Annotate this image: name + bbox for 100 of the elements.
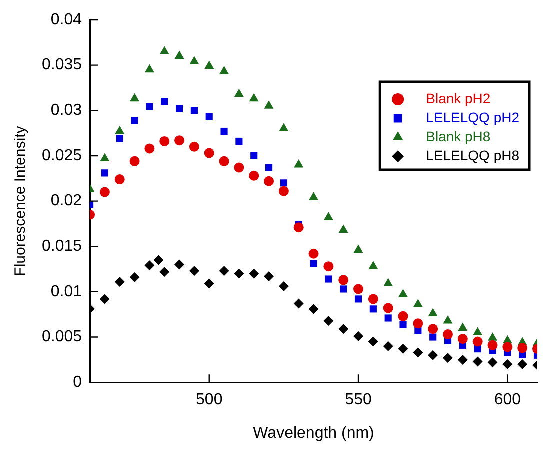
point	[383, 303, 394, 314]
point	[325, 276, 332, 283]
point	[234, 268, 244, 279]
point	[278, 282, 289, 292]
point	[160, 136, 170, 146]
point	[443, 330, 454, 340]
point	[473, 327, 483, 336]
x-tick-label: 550	[345, 392, 372, 409]
point	[502, 359, 513, 370]
legend-label: LELELQQ pH8	[426, 147, 520, 164]
point	[219, 156, 230, 166]
y-tick-label: 0.025	[42, 147, 82, 164]
point	[398, 344, 408, 354]
legend-label: Blank pH2	[426, 90, 491, 106]
y-tick-label: 0.01	[50, 283, 82, 300]
point	[116, 135, 124, 142]
point	[249, 268, 260, 279]
point	[430, 334, 437, 341]
point	[161, 98, 168, 106]
point	[204, 148, 214, 158]
point	[278, 186, 289, 196]
point	[114, 174, 125, 185]
point	[100, 294, 110, 304]
point	[472, 356, 483, 367]
point	[338, 224, 348, 234]
point	[100, 187, 110, 198]
point	[220, 128, 228, 136]
point	[354, 331, 364, 342]
legend-label: LELELQQ pH2	[426, 109, 520, 126]
point	[354, 244, 364, 253]
point	[428, 324, 438, 334]
point	[324, 262, 334, 272]
point	[354, 284, 364, 294]
point	[443, 353, 454, 364]
point	[174, 260, 185, 270]
point	[294, 160, 304, 168]
point	[189, 142, 200, 152]
point	[130, 156, 140, 166]
point	[144, 64, 154, 73]
point	[502, 342, 513, 352]
point	[294, 222, 304, 233]
point	[384, 314, 392, 322]
point	[101, 170, 108, 177]
point	[100, 153, 110, 162]
point	[219, 266, 230, 276]
y-tick-label: 0.03	[50, 102, 82, 120]
point	[294, 298, 304, 309]
point	[144, 144, 155, 154]
point	[236, 138, 243, 146]
point	[310, 260, 318, 268]
point	[174, 136, 185, 146]
point	[279, 123, 289, 132]
point	[160, 267, 170, 278]
point	[518, 343, 528, 354]
point	[249, 170, 260, 181]
point	[265, 164, 273, 172]
point	[472, 336, 483, 347]
point	[130, 93, 140, 102]
y-tick-label: 0.04	[50, 11, 82, 28]
point	[131, 117, 138, 124]
y-tick-label: 0.035	[42, 56, 82, 74]
point	[308, 248, 319, 259]
point	[428, 350, 438, 360]
point	[264, 272, 274, 282]
point	[458, 322, 468, 331]
point	[398, 289, 408, 298]
point	[324, 212, 334, 220]
y-tick-label: 0.02	[50, 192, 82, 210]
point	[338, 324, 349, 334]
point	[154, 255, 164, 266]
point	[130, 272, 140, 282]
x-tick-label: 600	[494, 392, 522, 409]
point	[220, 66, 230, 74]
point	[234, 88, 244, 98]
point	[340, 286, 348, 293]
point	[115, 126, 125, 134]
point	[144, 260, 155, 271]
point	[190, 107, 198, 114]
point	[354, 296, 362, 303]
point	[324, 316, 334, 326]
point	[383, 341, 394, 352]
point	[280, 180, 288, 187]
point	[368, 294, 378, 304]
y-tick-label: 0	[73, 374, 82, 392]
point	[264, 176, 274, 186]
point	[234, 162, 244, 173]
point	[413, 318, 424, 329]
point	[146, 103, 154, 111]
point	[204, 278, 214, 289]
point	[189, 266, 200, 276]
point	[518, 359, 528, 370]
point	[400, 321, 407, 328]
point	[114, 276, 125, 287]
point	[206, 113, 213, 121]
y-tick-label: 0.015	[42, 238, 82, 256]
y-axis-title: Fluorescence Intensity	[12, 126, 30, 276]
point	[384, 278, 394, 287]
legend-label: Blank pH8	[426, 128, 491, 144]
point	[370, 306, 377, 313]
point	[204, 60, 214, 69]
